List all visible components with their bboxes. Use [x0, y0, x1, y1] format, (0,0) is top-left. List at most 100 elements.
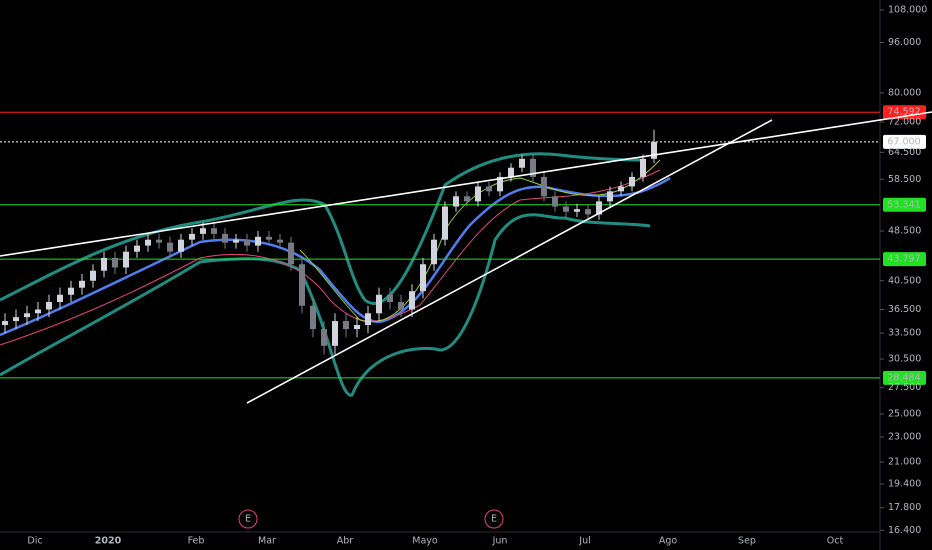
y-tick-label: 48.500: [888, 226, 921, 237]
candle-body: [189, 233, 195, 240]
candle-body: [46, 302, 52, 310]
y-tick-label: 30.500: [888, 354, 921, 365]
candle-body: [79, 280, 85, 288]
y-tick-label: 16.400: [888, 525, 921, 536]
candle-body: [618, 186, 624, 192]
y-tick-label: 96.000: [888, 37, 921, 48]
x-tick-label: Abr: [337, 536, 354, 547]
candle-body: [266, 236, 272, 240]
candle-body: [200, 228, 206, 234]
candle-body: [321, 329, 327, 346]
candle-body: [574, 209, 580, 212]
candle-body: [442, 206, 448, 240]
candle-body: [629, 176, 635, 187]
upper-band: [0, 152, 641, 305]
x-tick-label: 2020: [95, 536, 122, 547]
candle-body: [464, 196, 470, 202]
candle-body: [24, 313, 30, 318]
level-label: 43.797: [887, 254, 920, 265]
candle-body: [101, 257, 107, 271]
candle-body: [607, 191, 613, 202]
candle-body: [376, 294, 382, 314]
candle-body: [222, 233, 228, 243]
x-tick-label: Mayo: [412, 536, 438, 547]
candle-body: [310, 305, 316, 330]
y-tick-label: 19.400: [888, 478, 921, 489]
y-tick-label: 72.000: [888, 116, 921, 127]
lower-band: [0, 213, 651, 397]
candle-body: [233, 239, 239, 243]
axes: 108.000 96.000 80.000 72.000 64.500 58.500 48.…: [27, 5, 927, 547]
candle-body: [541, 176, 547, 197]
candle-body: [343, 321, 349, 330]
candle-body: [486, 186, 492, 192]
level-tag: [883, 197, 926, 212]
candle-body: [112, 257, 118, 268]
event-marker: [238, 509, 258, 529]
level-label: 53.341: [887, 199, 920, 210]
y-tick-label: 27.500: [888, 382, 921, 393]
candle-body: [365, 313, 371, 326]
y-tick-label: 108.000: [888, 5, 927, 16]
level-tag: [883, 134, 926, 149]
candle-body: [123, 251, 129, 268]
y-tick-label: 64.500: [888, 147, 921, 158]
event-label: E: [245, 514, 251, 525]
candle-body: [354, 325, 360, 330]
level-label: 67.000: [887, 136, 920, 147]
candle-body: [13, 317, 19, 322]
candles: [2, 129, 657, 355]
candle-body: [596, 201, 602, 215]
candle-body: [475, 186, 481, 202]
level-label: 74.592: [887, 107, 920, 118]
candle-body: [519, 158, 525, 168]
candle-body: [409, 291, 415, 310]
candle-body: [453, 196, 459, 207]
candle-body: [178, 239, 184, 252]
y-tick-label: 40.500: [888, 275, 921, 286]
candle-body: [211, 228, 217, 234]
event-marker: [484, 509, 504, 529]
x-tick-label: Sep: [738, 536, 756, 547]
candle-body: [145, 239, 151, 246]
trend-line-lower: [246, 119, 773, 404]
candle-body: [585, 209, 591, 215]
candle-body: [244, 239, 250, 246]
candle-body: [35, 309, 41, 314]
candle-body: [90, 270, 96, 281]
candle-body: [508, 167, 514, 177]
candle-body: [288, 242, 294, 265]
candle-body: [134, 245, 140, 252]
x-tick-label: Feb: [188, 536, 205, 547]
candle-body: [387, 294, 393, 303]
event-label: E: [491, 514, 497, 525]
candle-body: [552, 196, 558, 207]
candle-body: [651, 141, 657, 159]
level-tag: [883, 370, 926, 385]
level-tag: [883, 105, 926, 120]
candle-body: [497, 176, 503, 192]
candle-body: [420, 264, 426, 292]
y-tick-label: 80.000: [888, 87, 921, 98]
x-tick-label: Dic: [27, 536, 42, 547]
candle-body: [563, 206, 569, 212]
x-tick-label: Mar: [258, 536, 276, 547]
x-tick-label: Jul: [578, 536, 590, 547]
y-tick-label: 25.000: [888, 408, 921, 419]
candle-body: [68, 287, 74, 295]
x-tick-label: Oct: [827, 536, 844, 547]
candle-body: [277, 239, 283, 243]
level-tag: [883, 252, 926, 267]
y-tick-label: 17.800: [888, 502, 921, 513]
x-tick-label: Ago: [659, 536, 678, 547]
y-tick-label: 58.500: [888, 174, 921, 185]
candle-body: [530, 158, 536, 177]
candle-body: [299, 264, 305, 306]
trend-line-upper: [0, 111, 932, 257]
y-tick-label: 36.500: [888, 304, 921, 315]
level-label: 28.484: [887, 372, 920, 383]
candle-body: [255, 236, 261, 246]
candle-body: [431, 239, 437, 265]
candle-body: [57, 294, 63, 303]
